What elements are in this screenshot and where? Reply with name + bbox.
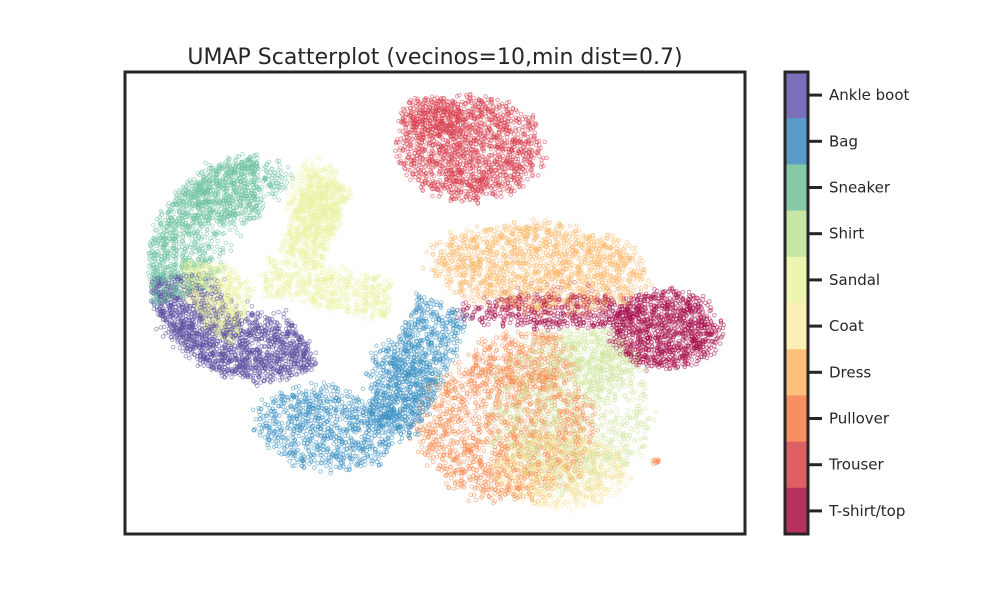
scatter-point: [434, 299, 439, 304]
scatter-points: [145, 91, 726, 513]
scatter-point: [317, 433, 323, 439]
scatter-point: [689, 357, 695, 362]
scatter-point: [495, 97, 500, 103]
scatter-point: [470, 278, 475, 283]
scatter-point: [364, 271, 370, 277]
scatter-point: [290, 203, 296, 209]
scatter-point: [229, 242, 234, 248]
scatter-point: [452, 347, 457, 353]
scatter-point: [433, 367, 438, 373]
chart-title: UMAP Scatterplot (vecinos=10,min dist=0.…: [187, 45, 682, 70]
scatter-point: [408, 177, 413, 182]
scatter-point: [289, 404, 295, 409]
scatter-point: [579, 477, 585, 482]
scatter-point: [471, 421, 477, 427]
